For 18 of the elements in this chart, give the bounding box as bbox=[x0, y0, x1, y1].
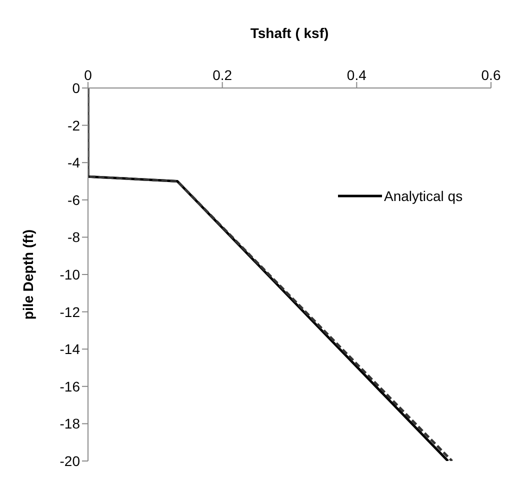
y-tick-label: -16 bbox=[60, 378, 80, 394]
x-tick-label: 0.6 bbox=[481, 67, 501, 83]
x-tick-label: 0 bbox=[84, 67, 92, 83]
y-tick-label: -10 bbox=[60, 266, 80, 282]
y-axis-title: pile Depth (ft) bbox=[20, 229, 36, 320]
y-tick-label: -18 bbox=[60, 416, 80, 432]
x-tick-label: 0.4 bbox=[346, 67, 367, 83]
legend-label: Analytical qs bbox=[384, 188, 463, 204]
y-tick-label: -4 bbox=[68, 154, 80, 171]
y-tick-label: 0 bbox=[72, 80, 80, 96]
y-tick-label: -6 bbox=[68, 192, 80, 208]
y-tick-label: -8 bbox=[68, 229, 80, 246]
y-tick-label: -20 bbox=[60, 452, 80, 469]
y-tick-label: -2 bbox=[68, 117, 80, 134]
x-tick-label: 0.2 bbox=[212, 67, 232, 83]
x-axis-title: Tshaft ( ksf) bbox=[250, 24, 329, 41]
y-tick-label: -14 bbox=[60, 341, 80, 358]
y-tick-label: -12 bbox=[60, 304, 80, 320]
